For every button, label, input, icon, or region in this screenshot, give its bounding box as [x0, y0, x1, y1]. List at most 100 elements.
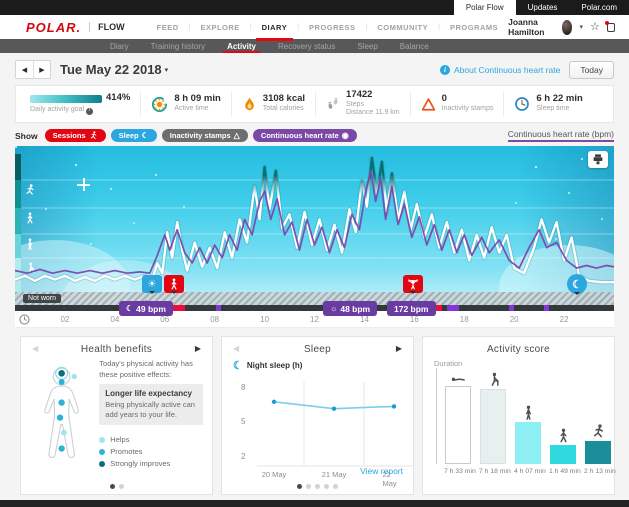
- notifications-icon[interactable]: [604, 20, 615, 32]
- benefit-title: Longer life expectancy: [105, 389, 192, 398]
- y-tick: 2: [241, 452, 246, 461]
- continuous-hr-line: [15, 169, 614, 275]
- chevron-down-icon[interactable]: ▾: [579, 24, 583, 31]
- prev-day-button[interactable]: ◀: [16, 61, 33, 78]
- page-dot[interactable]: [306, 484, 311, 489]
- subnav-recovery-status[interactable]: Recovery status: [277, 41, 336, 51]
- tab-polar-com[interactable]: Polar.com: [581, 3, 617, 12]
- hr-sensor-icon: ◉: [341, 130, 349, 140]
- night-sleep-label: Night sleep (h): [246, 361, 303, 370]
- page-dot[interactable]: [297, 484, 302, 489]
- benefit-dot-light: [71, 373, 77, 380]
- activity-score-card: Activity score Duration 7 h 33 min 7 h 1…: [422, 336, 616, 495]
- summary-cards: ◀ Health benefits ▶ Today's physical act…: [20, 336, 616, 495]
- bar-walking: [550, 428, 576, 464]
- tab-polar-flow[interactable]: Polar Flow: [453, 0, 516, 15]
- page-dot[interactable]: [324, 484, 329, 489]
- activity-intensity-line: [15, 156, 614, 284]
- weightlifting-icon: [407, 278, 419, 290]
- user-name: Joanna Hamilton: [508, 17, 545, 37]
- nav-feed[interactable]: FEED: [156, 22, 179, 32]
- current-date[interactable]: Tue May 22 2018: [60, 62, 162, 77]
- tab-updates[interactable]: Updates: [527, 3, 558, 12]
- session-segment: [163, 305, 185, 311]
- nav-explore[interactable]: EXPLORE: [200, 22, 240, 32]
- y-tick: 5: [241, 417, 246, 426]
- printer-icon: [593, 154, 603, 165]
- health-benefits-card: ◀ Health benefits ▶ Today's physical act…: [20, 336, 213, 495]
- distance-label: Distance 11.9 km: [346, 109, 400, 117]
- filter-inactivity-stamps[interactable]: Inactivity stamps △: [161, 129, 248, 142]
- intensity-run-icon: [26, 184, 34, 195]
- activity-goal-progressbar: [30, 94, 102, 103]
- polar-logo[interactable]: POLAR.: [26, 19, 82, 35]
- page-dot[interactable]: [118, 484, 124, 489]
- about-chr-link[interactable]: About Continuous heart rate: [453, 64, 561, 75]
- activity-goal-label: Daily activity goal i: [30, 106, 130, 115]
- filter-sessions[interactable]: Sessions: [44, 129, 106, 142]
- walking-session-badge[interactable]: [164, 275, 184, 294]
- hr-sample-segment: [509, 305, 515, 311]
- page-dot[interactable]: [315, 484, 320, 489]
- sun-icon: ☀: [147, 278, 157, 290]
- filter-sleep[interactable]: Sleep ☾: [110, 129, 157, 142]
- sleep-start-badge[interactable]: ☾: [567, 274, 587, 295]
- card-prev-arrow[interactable]: ◀: [32, 344, 39, 353]
- card-next-arrow[interactable]: ▶: [194, 344, 201, 353]
- subnav-balance[interactable]: Balance: [399, 41, 429, 51]
- activity-score-title: Activity score: [486, 344, 551, 355]
- today-button[interactable]: Today: [569, 60, 614, 79]
- sleep-card-title: Sleep: [303, 344, 332, 355]
- hr-sample-segment: [544, 305, 550, 311]
- benefit-highlight-box[interactable]: Longer life expectancy Being physically …: [99, 384, 203, 426]
- strength-session-badge[interactable]: [403, 275, 423, 294]
- warning-triangle-icon: △: [233, 130, 240, 140]
- nav-separator: |: [365, 23, 368, 31]
- card-pagination: [222, 484, 413, 489]
- next-day-button[interactable]: ▶: [33, 61, 50, 78]
- benefit-description: Being physically active can add years to…: [105, 400, 195, 420]
- wake-up-badge[interactable]: ☀: [142, 275, 162, 294]
- favorites-star-icon[interactable]: ☆: [589, 20, 600, 33]
- sleep-time-value: 6 h 22 min: [536, 93, 583, 105]
- activity-goal-value: 414%: [106, 92, 131, 104]
- avatar[interactable]: [562, 19, 573, 35]
- subnav-activity[interactable]: Activity: [217, 39, 266, 53]
- nav-programs[interactable]: PROGRAMS: [449, 22, 499, 32]
- page-dot[interactable]: [109, 484, 115, 489]
- user-area: Joanna Hamilton ▾ ☆: [508, 17, 615, 37]
- date-caret-icon[interactable]: ▾: [164, 66, 169, 74]
- night-min-hr-badge: ☾ 49 bpm: [119, 300, 173, 316]
- nav-diary[interactable]: DIARY: [252, 15, 298, 41]
- health-benefits-title: Health benefits: [80, 344, 153, 355]
- nav-community[interactable]: COMMUNITY: [377, 22, 429, 32]
- info-icon[interactable]: i: [86, 107, 94, 115]
- clock-icon: [19, 314, 30, 325]
- health-intro-text: Today's physical activity has these posi…: [99, 359, 193, 379]
- card-next-arrow[interactable]: ▶: [395, 344, 402, 353]
- time-axis: 02 04 06 08 10 12 14 16 18 20 22: [15, 311, 614, 328]
- nav-separator: |: [438, 23, 440, 31]
- x-tick: 21 May: [321, 470, 347, 479]
- day-sun-icon: ☼: [330, 304, 338, 313]
- legend-dot-helps: [99, 436, 106, 443]
- walking-icon: [556, 428, 571, 443]
- running-icon: [591, 424, 606, 439]
- subnav-sleep[interactable]: Sleep: [357, 41, 378, 51]
- duration-label: Duration: [434, 359, 463, 368]
- calories-label: Total calories: [262, 105, 304, 113]
- time-tick: 06: [160, 315, 170, 324]
- page-dot[interactable]: [333, 484, 338, 489]
- time-tick: 02: [60, 315, 70, 324]
- card-prev-arrow[interactable]: ◀: [233, 344, 240, 353]
- subnav-diary[interactable]: Diary: [110, 41, 129, 51]
- view-report-link[interactable]: View report: [360, 466, 403, 476]
- nav-progress[interactable]: PROGRESS: [309, 22, 356, 32]
- body-silhouette: [44, 366, 79, 458]
- filter-continuous-hr[interactable]: Continuous heart rate ◉: [252, 129, 357, 142]
- print-chart-button[interactable]: [588, 151, 608, 168]
- subnav-training-history[interactable]: Training history: [150, 41, 206, 51]
- top-bar: Polar Flow Updates Polar.com: [0, 0, 629, 15]
- daily-activity-chart[interactable]: Not worn ☀ ☾ 02 04 06 08 10 12 14 16 18 20 22 ☾ 49 …: [15, 146, 614, 328]
- benefit-dot: [58, 379, 65, 386]
